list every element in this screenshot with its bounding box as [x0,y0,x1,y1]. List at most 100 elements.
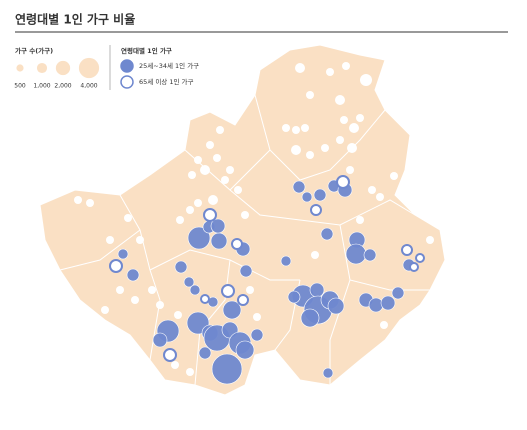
legend: 500 1,000 2,000 4,000 25세~34세 1인 가구 65세 이상 1인… [14,57,199,90]
small-dot [216,126,224,134]
small-dot [347,143,357,153]
size-label: 2,000 [54,83,71,90]
group-swatch [120,59,134,73]
small-dot [86,199,94,207]
small-dot [208,195,218,205]
small-dot [226,166,234,174]
small-dot [156,301,164,309]
small-dot [376,193,384,201]
small-dot [346,166,354,174]
young-bubble [280,255,292,267]
young-bubble [327,297,345,315]
small-dot [336,136,344,144]
bubbles [74,62,434,385]
small-dot [116,286,124,294]
small-dot [390,172,398,180]
small-dot [206,141,214,149]
title: 연령대별 1인 가구 비율 [15,12,135,27]
young-bubble [117,248,129,260]
size-swatch [55,60,71,76]
young-bubble [320,227,334,241]
district-borders [59,94,430,386]
group-legend-title: 연령대별 1인 가구 [121,46,172,55]
small-dot [186,206,194,214]
senior-bubble [203,208,217,222]
young-bubble [363,248,377,262]
small-dot [213,154,221,162]
small-dot [356,114,364,122]
small-dot [171,361,179,369]
small-dot [295,63,305,73]
young-bubble [174,260,188,274]
senior-bubble [221,284,235,298]
small-dot [194,199,202,207]
size-label: 4,000 [80,83,97,90]
small-dot [426,236,434,244]
young-bubble [322,367,334,379]
small-dot [176,216,184,224]
small-dot [124,214,132,222]
map [39,44,446,396]
size-label: 500 [14,83,26,90]
young-bubble [301,191,313,203]
small-dot [301,124,309,132]
small-dot [186,368,194,376]
small-dot [291,145,301,155]
young-bubble [152,332,168,348]
young-bubble [210,232,228,250]
young-bubble [345,243,367,265]
size-swatch [36,62,48,74]
young-bubble [222,300,242,320]
young-bubble [391,286,405,300]
young-bubble [187,226,211,250]
small-dot [148,286,156,294]
young-bubble [309,282,325,298]
small-dot [321,144,329,152]
young-bubble [313,188,327,202]
size-label: 1,000 [33,83,50,90]
young-bubble [368,297,384,313]
small-dot [131,296,139,304]
small-dot [340,116,348,124]
small-dot [174,311,182,319]
young-bubble [292,180,306,194]
young-bubble [210,218,226,234]
senior-bubble [237,294,249,306]
young-bubble [189,284,201,296]
small-dot [349,123,359,133]
young-bubble [235,340,255,360]
young-bubble [380,295,396,311]
small-dot [74,196,82,204]
small-dot [335,95,345,105]
small-dot [282,124,290,132]
small-dot [342,62,350,70]
small-dot [106,236,114,244]
small-dot [356,216,364,224]
small-dot [101,306,109,314]
senior-bubble [336,175,350,189]
small-dot [306,91,314,99]
size-swatch [16,64,24,72]
small-dot [306,151,314,159]
small-dot [241,211,249,219]
small-dot [253,313,261,321]
small-dot [188,171,196,179]
small-dot [234,186,242,194]
senior-bubble [415,253,425,263]
senior-bubble [310,204,322,216]
small-dot [136,236,144,244]
young-bubble [239,264,253,278]
size-legend-title: 가구 수(가구) [15,46,53,55]
small-dot [221,176,229,184]
senior-bubble [109,259,123,273]
group-label: 65세 이상 1인 가구 [139,77,194,86]
small-dot [380,321,388,329]
small-dot [200,165,210,175]
senior-bubble [200,294,210,304]
senior-bubble [409,262,419,272]
small-dot [246,286,254,294]
young-bubble [211,353,243,385]
senior-bubble [163,348,177,362]
group-label: 25세~34세 1인 가구 [139,61,199,70]
